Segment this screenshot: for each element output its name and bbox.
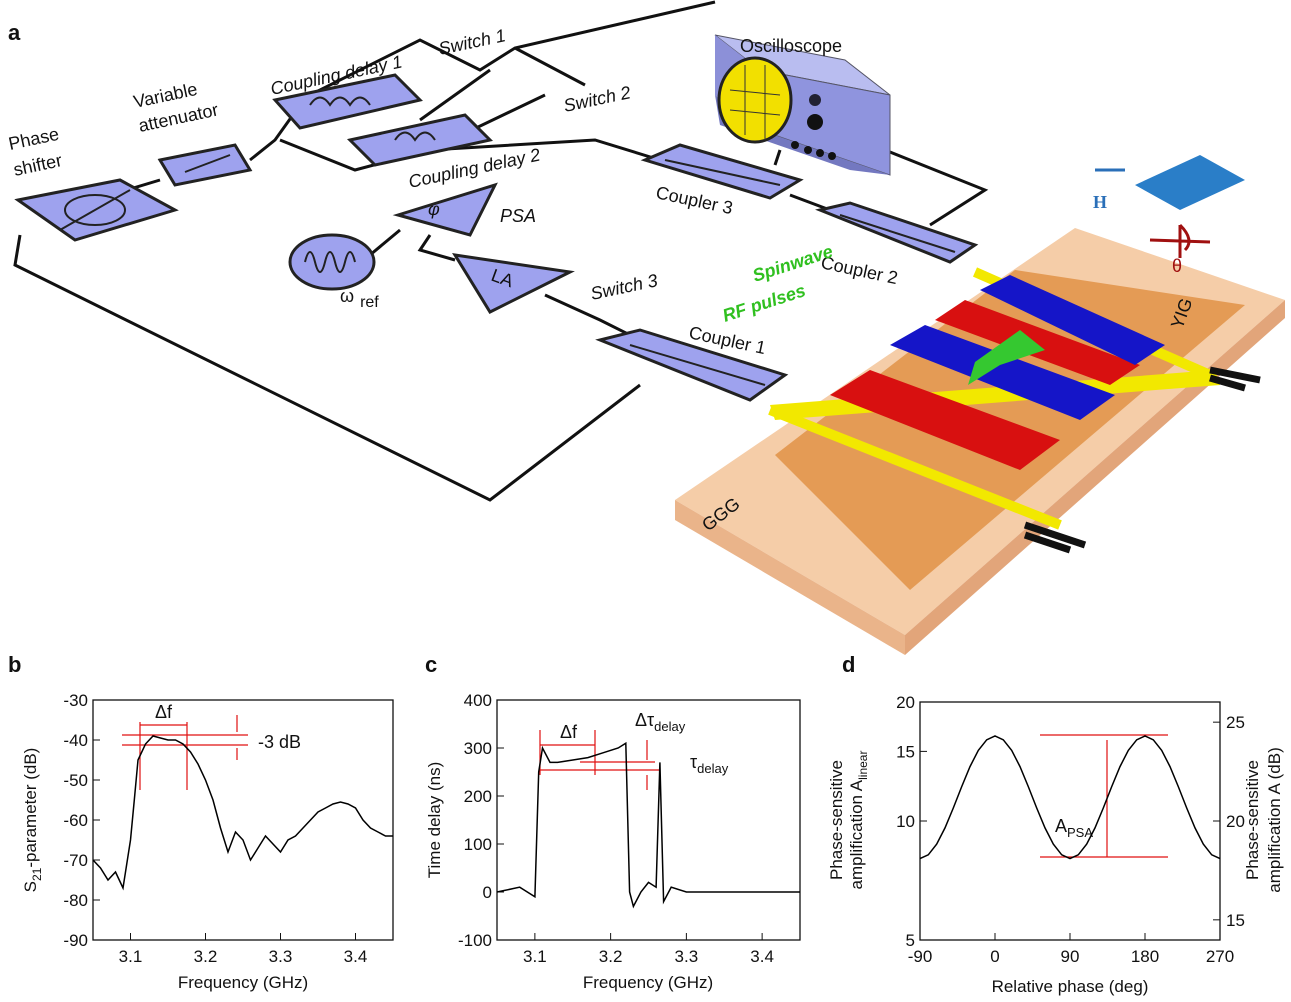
y-tick-label: -30 [63, 691, 88, 710]
y-tick-label: 15 [896, 742, 915, 761]
x-axis-label: Frequency (GHz) [583, 973, 713, 992]
x-tick-label: 3.2 [599, 947, 623, 966]
label: τ [690, 752, 697, 772]
y-tick-label: -60 [63, 811, 88, 830]
y-tick-label: 0 [483, 883, 492, 902]
label: Switch 1 [437, 25, 508, 59]
plot-frame [93, 700, 393, 940]
label: ref [360, 294, 379, 311]
annotation: Δτdelay [635, 710, 686, 734]
y2-tick-label: 25 [1226, 713, 1245, 732]
y-tick-label: 5 [906, 931, 915, 950]
y-tick-label: -90 [63, 931, 88, 950]
label: θ [1172, 256, 1182, 276]
label: S [21, 881, 40, 892]
x-tick-label: 3.4 [344, 947, 368, 966]
y2-axis-label: amplification A (dB) [1265, 747, 1284, 893]
annotation: τdelay [690, 752, 729, 776]
x-tick-label: 3.4 [750, 947, 774, 966]
y-tick-label: -50 [63, 771, 88, 790]
data-line [93, 736, 393, 888]
label: Switch 3 [589, 270, 660, 304]
label: RF pulses [720, 280, 808, 326]
figure: a Oscilloscope Switch 1 Switch 2 Switch … [0, 0, 1291, 1002]
y2-tick-label: 20 [1226, 812, 1245, 831]
y-tick-label: 100 [464, 835, 492, 854]
label: H [1093, 192, 1107, 212]
y-axis-label: amplification Alinear [847, 751, 870, 890]
y-tick-label: 20 [896, 693, 915, 712]
label: Switch 2 [562, 82, 633, 116]
x-tick-label: 180 [1131, 947, 1159, 966]
label: delay [654, 719, 686, 734]
annotation: -3 dB [258, 732, 301, 752]
y-axis-label: Time delay (ns) [425, 762, 444, 879]
x-tick-label: 3.1 [523, 947, 547, 966]
label: Oscilloscope [740, 36, 842, 56]
annotation: Δf [560, 722, 578, 742]
y-tick-label: -40 [63, 731, 88, 750]
label: Spinwave [750, 241, 835, 286]
label: -parameter (dB) [21, 748, 40, 868]
x-tick-label: 3.3 [675, 947, 699, 966]
x-tick-label: 3.1 [119, 947, 143, 966]
label: PSA [500, 206, 536, 226]
x-tick-label: 3.2 [194, 947, 218, 966]
y-tick-label: 400 [464, 691, 492, 710]
data-line [497, 743, 800, 906]
label: φ [428, 199, 440, 219]
panel-label: d [842, 652, 855, 677]
panel-label: c [425, 652, 437, 677]
x-tick-label: 90 [1061, 947, 1080, 966]
label: amplification A [847, 779, 866, 889]
y-axis-label: S21-parameter (dB) [21, 748, 44, 893]
x-axis-label: Frequency (GHz) [178, 973, 308, 992]
label: ω [340, 286, 354, 306]
label: Coupler 3 [654, 182, 734, 218]
x-tick-label: 0 [990, 947, 999, 966]
y2-tick-label: 15 [1226, 911, 1245, 930]
y2-axis-label: Phase-sensitive [1243, 760, 1262, 880]
label: delay [697, 761, 729, 776]
label: shifter [12, 150, 64, 180]
label: linear [856, 751, 870, 780]
y-axis-label: Phase-sensitive [827, 760, 846, 880]
plot-frame [497, 700, 800, 940]
x-axis-label: Relative phase (deg) [992, 977, 1149, 996]
panel-label: b [8, 652, 21, 677]
data-line [920, 736, 1220, 859]
oscilloscope-box [715, 35, 890, 175]
device [675, 155, 1285, 655]
label: A [1055, 816, 1067, 836]
x-tick-label: 3.3 [269, 947, 293, 966]
y-tick-label: 300 [464, 739, 492, 758]
y-tick-label: -70 [63, 851, 88, 870]
y-tick-label: 10 [896, 812, 915, 831]
plot-frame [920, 702, 1220, 940]
label: Δτ [635, 710, 654, 730]
panel-label: a [8, 20, 21, 45]
label: Phase [7, 124, 61, 154]
y-tick-label: 200 [464, 787, 492, 806]
annotation: APSA [1055, 816, 1093, 840]
label: 21 [30, 867, 44, 881]
annotation: Δf [155, 702, 173, 722]
page: a Oscilloscope Switch 1 Switch 2 Switch … [0, 0, 1291, 1002]
x-tick-label: 270 [1206, 947, 1234, 966]
y-tick-label: -80 [63, 891, 88, 910]
y-tick-label: -100 [458, 931, 492, 950]
